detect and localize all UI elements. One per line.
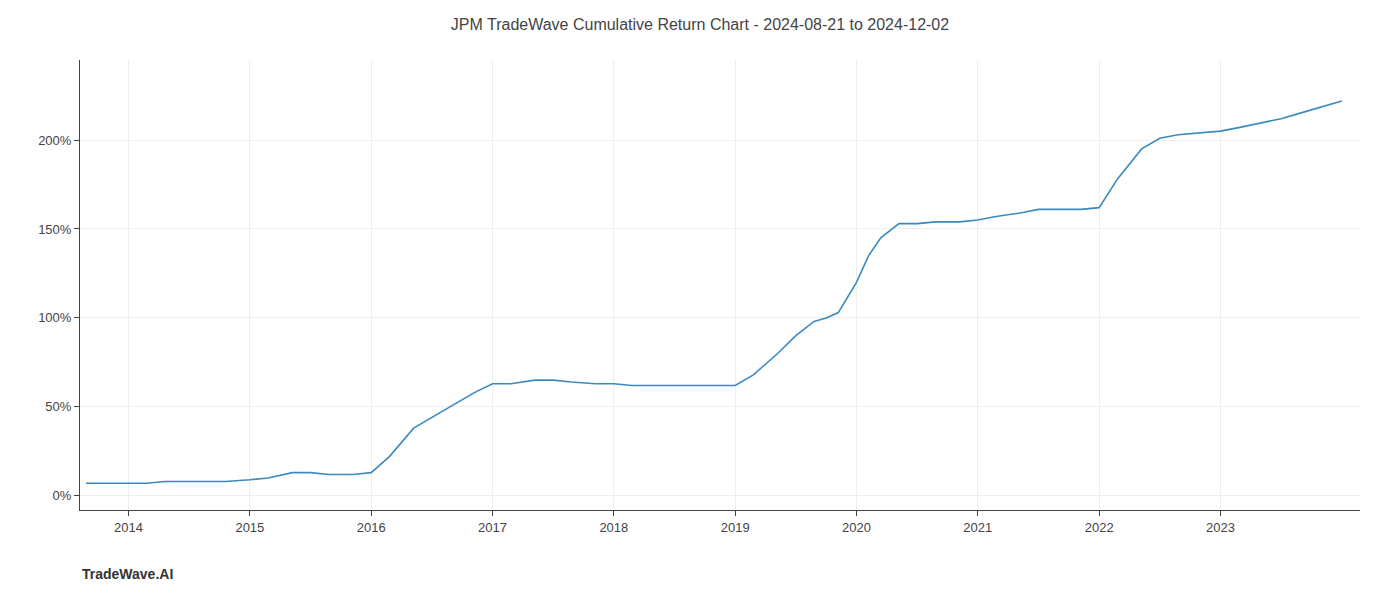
svg-text:2016: 2016 [357,520,386,535]
svg-text:100%: 100% [38,310,72,325]
svg-text:0%: 0% [53,488,72,503]
svg-text:50%: 50% [45,399,71,414]
svg-text:150%: 150% [38,222,72,237]
svg-text:2021: 2021 [963,520,992,535]
svg-text:2015: 2015 [235,520,264,535]
svg-text:2020: 2020 [842,520,871,535]
svg-text:2019: 2019 [721,520,750,535]
svg-text:2017: 2017 [478,520,507,535]
svg-text:2014: 2014 [114,520,143,535]
svg-text:JPM TradeWave Cumulative Retur: JPM TradeWave Cumulative Return Chart - … [451,16,949,33]
svg-text:2018: 2018 [599,520,628,535]
svg-text:2023: 2023 [1206,520,1235,535]
svg-text:200%: 200% [38,133,72,148]
svg-text:2022: 2022 [1085,520,1114,535]
svg-text:TradeWave.AI: TradeWave.AI [82,566,173,582]
